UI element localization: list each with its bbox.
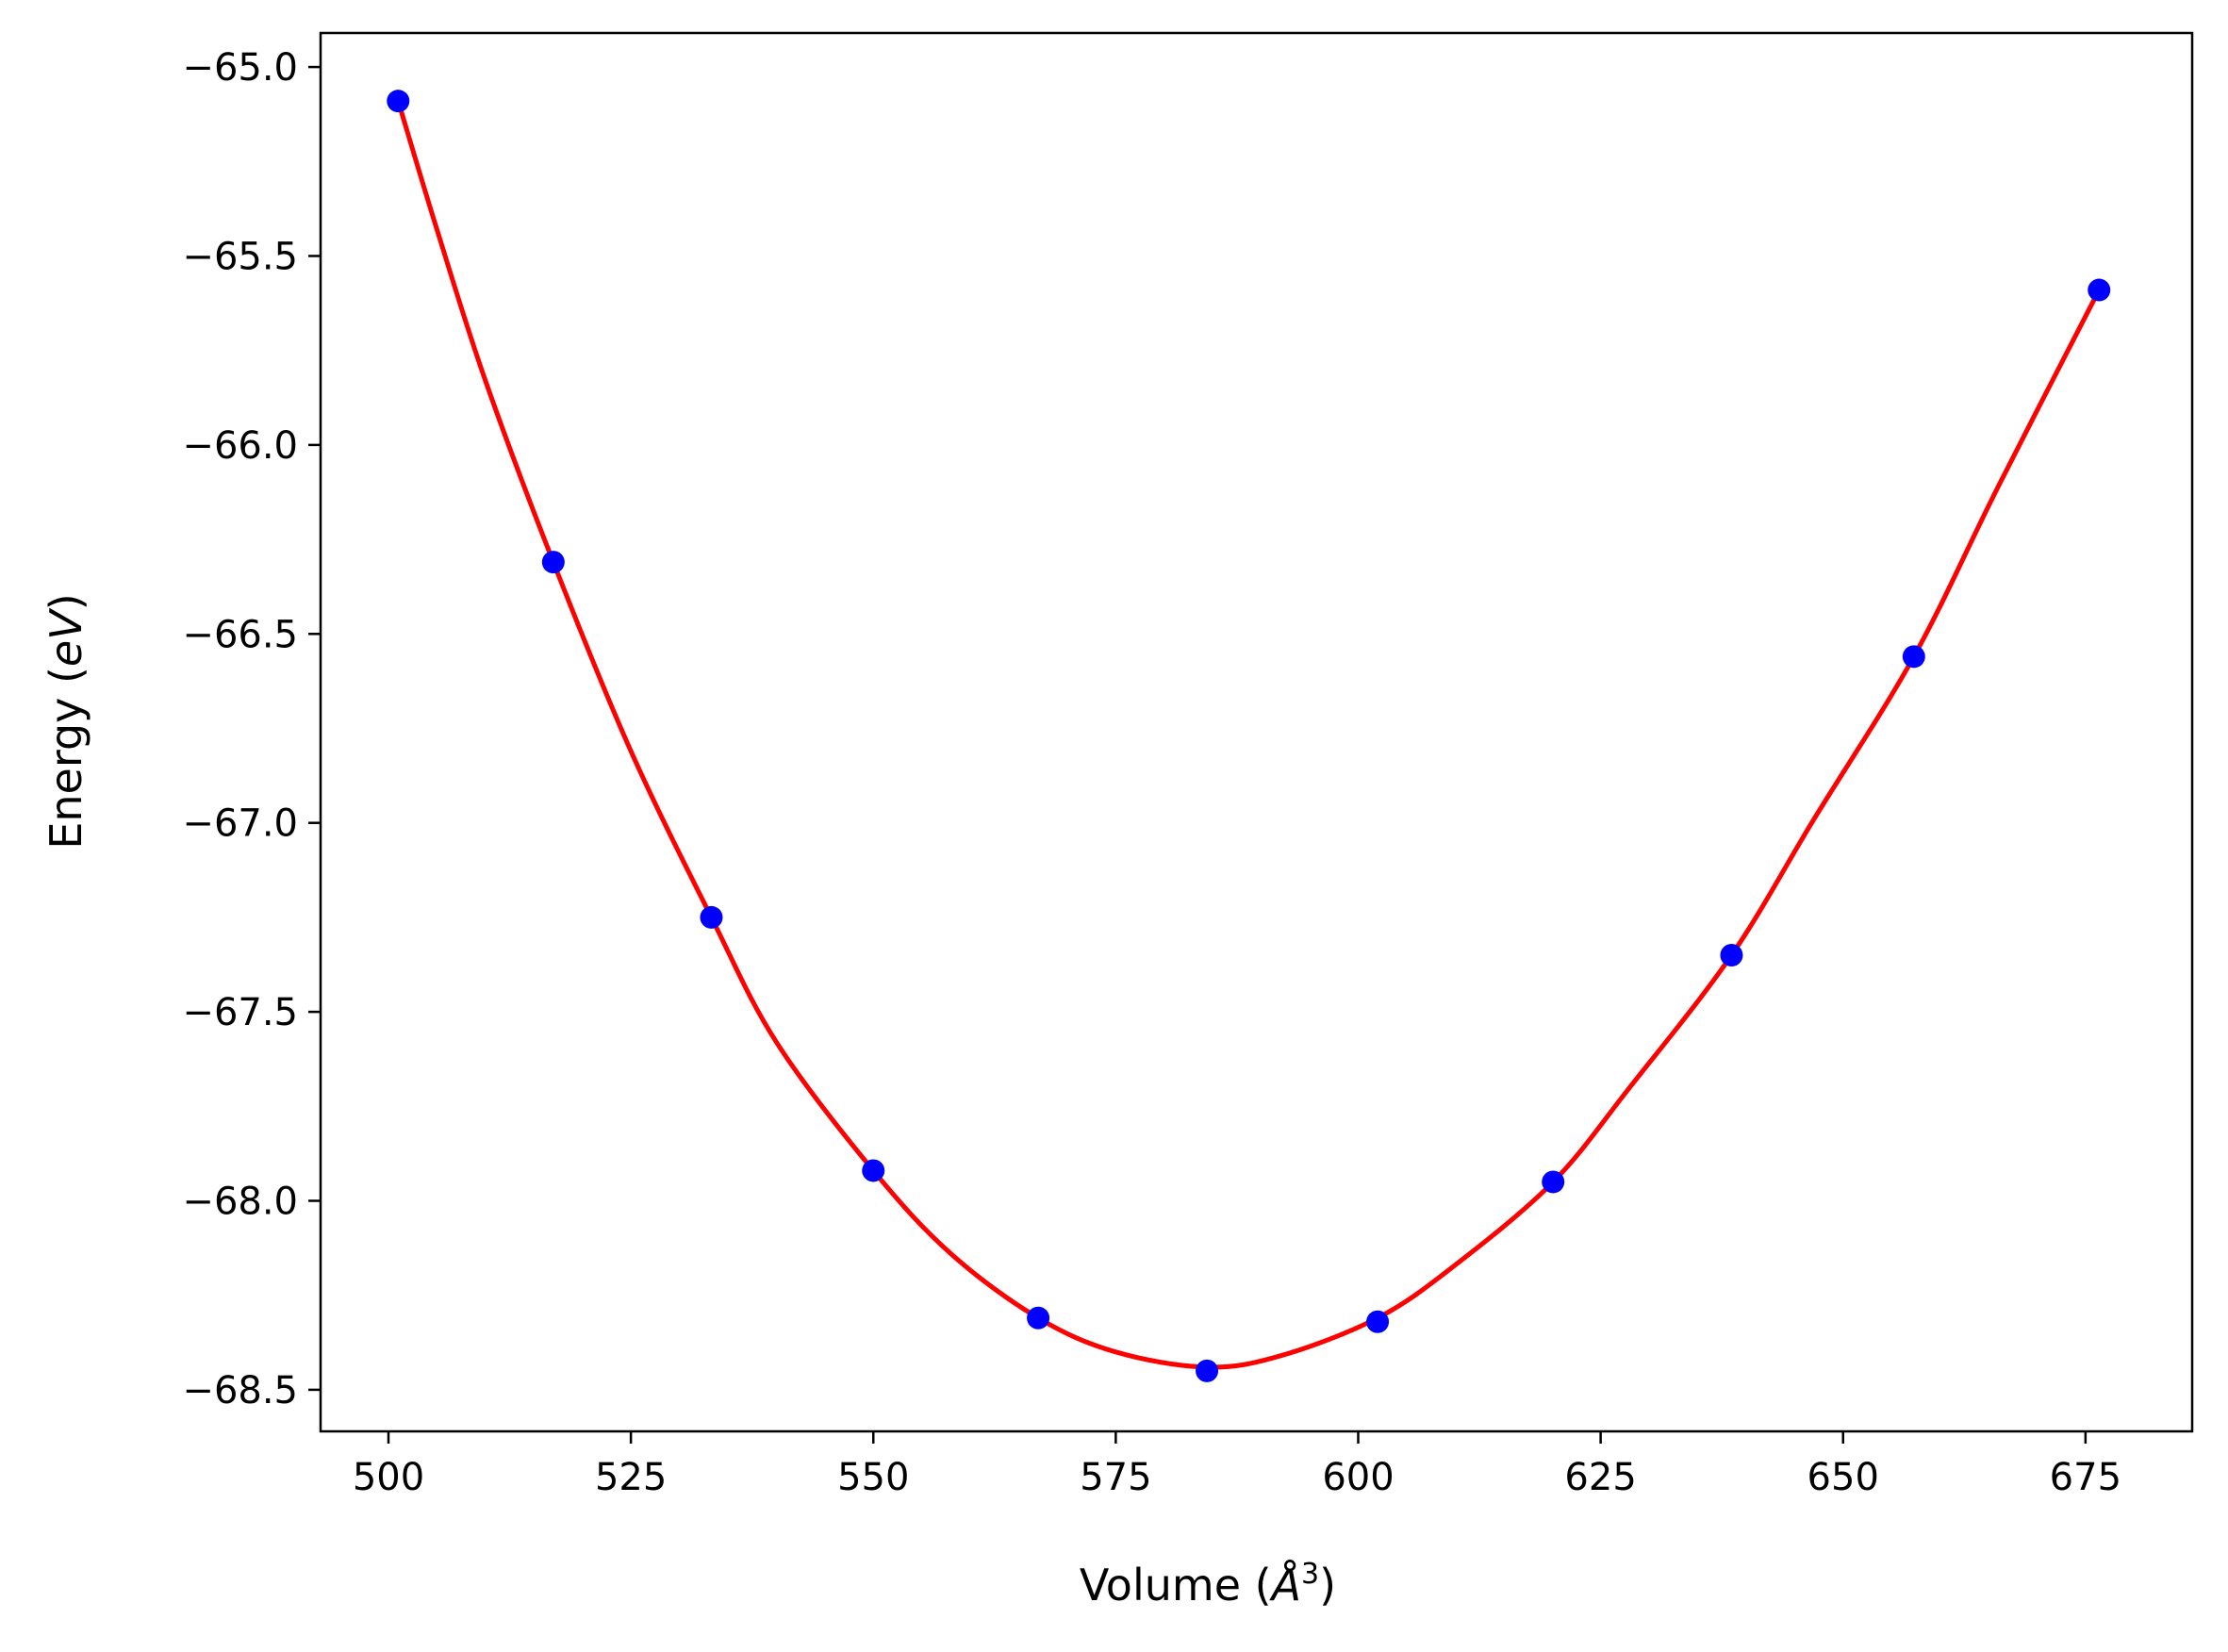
data-point <box>862 1159 885 1182</box>
y-axis-title-suffix: ) <box>41 593 91 610</box>
x-axis-title-prefix: Volume ( <box>1080 1560 1272 1611</box>
data-point <box>1902 645 1925 669</box>
data-point <box>2088 278 2111 302</box>
y-tick-label: −67.5 <box>182 991 298 1034</box>
y-tick-label: −66.5 <box>182 613 298 656</box>
y-tick-label: −67.0 <box>182 802 298 846</box>
x-tick-label: 600 <box>1322 1456 1394 1499</box>
data-point <box>1366 1310 1390 1333</box>
y-axis-title-italic: eV <box>41 607 91 667</box>
x-tick-label: 550 <box>837 1456 909 1499</box>
data-point <box>1542 1170 1565 1194</box>
x-tick-label: 650 <box>1807 1456 1879 1499</box>
y-axis-title-prefix: Energy ( <box>41 667 91 850</box>
y-tick-label: −68.0 <box>182 1181 298 1224</box>
fit-curve-line <box>395 98 2102 1370</box>
data-point <box>1720 943 1743 966</box>
axes: 500 525 550 575 600 625 650 675 −65.0 −65.5 −66.0 −… <box>182 31 2194 1499</box>
x-axis-title-suffix: ) <box>1319 1560 1336 1611</box>
data-point <box>387 90 410 113</box>
data-point <box>541 551 565 574</box>
x-tick-label: 525 <box>595 1456 667 1499</box>
y-tick-label: −66.0 <box>182 424 298 468</box>
data-point <box>700 905 723 929</box>
x-axis-title: Volume (Å3) <box>1080 1558 1336 1611</box>
y-tick-label: −65.0 <box>182 46 298 90</box>
plot-area <box>387 90 2111 1382</box>
x-tick-label: 625 <box>1564 1456 1636 1499</box>
y-axis-title: Energy (eV) <box>41 593 91 849</box>
x-axis-title-symbol: Å <box>1269 1560 1301 1611</box>
data-point <box>1196 1359 1219 1382</box>
x-tick-label: 675 <box>2050 1456 2121 1499</box>
y-tick-label: −68.5 <box>182 1369 298 1412</box>
data-point <box>1027 1306 1050 1330</box>
x-axis-title-exponent: 3 <box>1301 1558 1319 1591</box>
x-tick-label: 575 <box>1080 1456 1151 1499</box>
x-tick-label: 500 <box>353 1456 424 1499</box>
plot-frame <box>319 31 2194 1433</box>
y-tick-label: −65.5 <box>182 235 298 278</box>
